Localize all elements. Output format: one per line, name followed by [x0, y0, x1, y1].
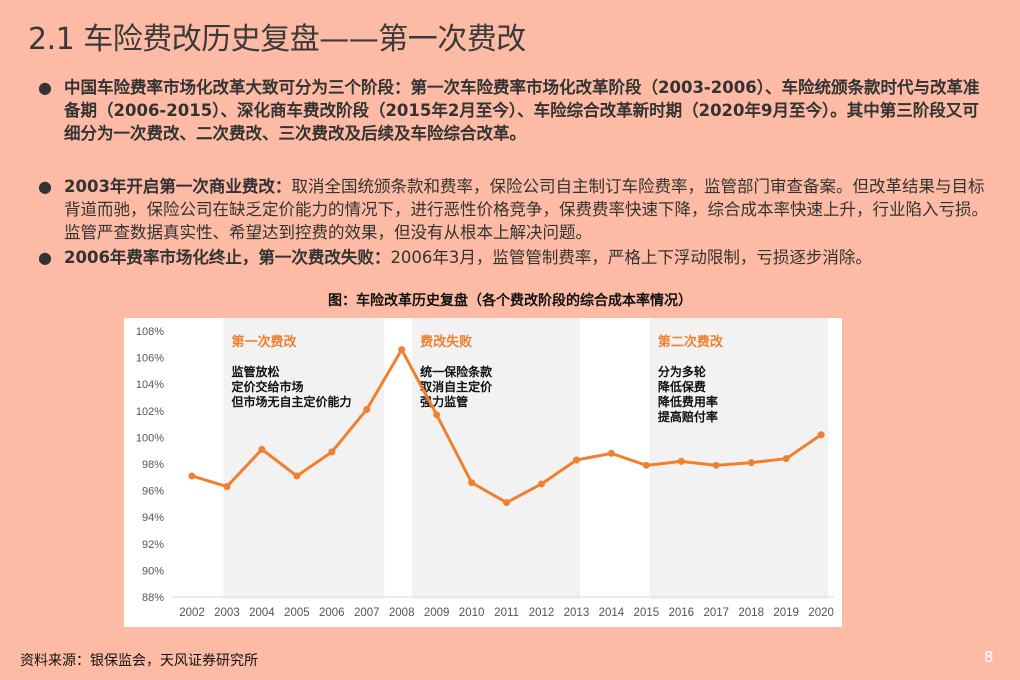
x-tick-label: 2019	[773, 607, 799, 619]
x-tick-label: 2004	[249, 607, 275, 619]
phase-band	[412, 318, 580, 599]
page-title: 2.1 车险费改历史复盘——第一次费改	[28, 22, 526, 57]
bullet-3: ● 2006年费率市场化终止，第一次费改失败：2006年3月，监管管制费率，严格…	[38, 246, 988, 269]
data-point	[538, 480, 545, 488]
data-point	[782, 455, 790, 463]
x-tick-label: 2008	[389, 607, 415, 619]
data-point	[677, 457, 685, 465]
phase-title: 费改失败	[420, 334, 472, 350]
x-tick-label: 2014	[599, 607, 625, 619]
x-tick-label: 2015	[634, 607, 660, 619]
data-point	[433, 411, 441, 419]
x-tick-label: 2010	[459, 607, 485, 619]
x-tick-label: 2017	[703, 607, 729, 619]
data-point	[188, 472, 196, 480]
y-tick-label: 104%	[136, 379, 164, 391]
y-tick-label: 88%	[142, 592, 164, 604]
x-tick-label: 2005	[284, 607, 310, 619]
data-point	[747, 459, 755, 467]
y-tick-label: 92%	[142, 539, 164, 551]
x-tick-label: 2007	[354, 607, 380, 619]
phase-note: 降低费用率	[658, 394, 718, 409]
data-point	[607, 449, 615, 457]
chart: 第一次费改监管放松 定价交给市场 但市场无自主定价能力 费改失败统一保险条款 取消自主定…	[124, 318, 842, 627]
data-point	[363, 405, 371, 413]
bullet-dot: ●	[38, 78, 52, 97]
bullet-bold: 2006年费率市场化终止，第一次费改失败：	[64, 248, 391, 267]
bullet-bold: 2003年开启第一次商业费改：	[64, 177, 292, 196]
data-point	[398, 346, 406, 354]
data-point	[712, 461, 720, 469]
page-number: 8	[984, 648, 994, 666]
data-point	[293, 472, 301, 480]
x-tick-label: 2016	[669, 607, 695, 619]
bullet-text: 取消全国统颁条款和费率，保险公司自主制订车险费率，监管部门审查备案。但改革结果与…	[64, 177, 988, 242]
x-tick-label: 2013	[564, 607, 590, 619]
data-point	[468, 479, 476, 487]
data-point	[642, 461, 650, 469]
y-tick-label: 98%	[142, 459, 164, 471]
phase-note: 定价交给市场	[231, 379, 303, 394]
data-point	[223, 483, 231, 491]
y-tick-label: 100%	[136, 432, 164, 444]
bullet-1: ● 中国车险费率市场化改革大致可分为三个阶段：第一次车险费率市场化改革阶段（20…	[38, 76, 988, 145]
phase-note: 分为多轮	[658, 364, 707, 379]
data-point	[572, 456, 580, 464]
phase-note: 取消自主定价	[420, 379, 493, 394]
y-tick-label: 96%	[142, 486, 164, 498]
x-tick-label: 2003	[214, 607, 240, 619]
source-note: 资料来源：银保监会，天风证券研究所	[20, 653, 258, 669]
data-point	[503, 499, 511, 507]
phase-title: 第二次费改	[658, 334, 724, 350]
phase-note: 降低保费	[658, 379, 706, 394]
data-point	[258, 445, 266, 453]
bullet-dot: ●	[38, 248, 52, 267]
bullet-bold: 中国车险费率市场化改革大致可分为三个阶段：第一次车险费率市场化改革阶段（2003…	[64, 78, 980, 143]
y-tick-label: 94%	[142, 512, 164, 524]
phase-note: 提高赔付率	[658, 409, 718, 424]
y-tick-label: 102%	[136, 406, 164, 418]
x-tick-label: 2020	[808, 607, 834, 619]
x-tick-label: 2006	[319, 607, 345, 619]
bullet-2: ● 2003年开启第一次商业费改：取消全国统颁条款和费率，保险公司自主制订车险费…	[38, 175, 988, 244]
phase-band	[223, 318, 385, 599]
y-tick-label: 90%	[142, 565, 164, 577]
bullet-dot: ●	[38, 177, 52, 196]
chart-caption: 图：车险改革历史复盘（各个费改阶段的综合成本率情况）	[328, 293, 692, 309]
phase-note: 统一保险条款	[420, 364, 493, 379]
x-tick-label: 2018	[738, 607, 764, 619]
phase-title: 第一次费改	[231, 334, 297, 350]
data-point	[817, 431, 825, 439]
bullet-text: 2006年3月，监管管制费率，严格上下浮动限制，亏损逐步消除。	[390, 248, 872, 267]
phase-note: 但市场无自主定价能力	[230, 394, 351, 409]
y-tick-label: 106%	[136, 353, 164, 365]
x-tick-label: 2009	[424, 607, 450, 619]
phase-band	[649, 318, 829, 599]
y-tick-label: 108%	[136, 326, 164, 338]
data-point	[328, 448, 336, 456]
phase-note: 监管放松	[231, 364, 279, 379]
x-tick-label: 2002	[179, 607, 205, 619]
x-tick-label: 2012	[529, 607, 555, 619]
x-tick-label: 2011	[494, 607, 519, 619]
